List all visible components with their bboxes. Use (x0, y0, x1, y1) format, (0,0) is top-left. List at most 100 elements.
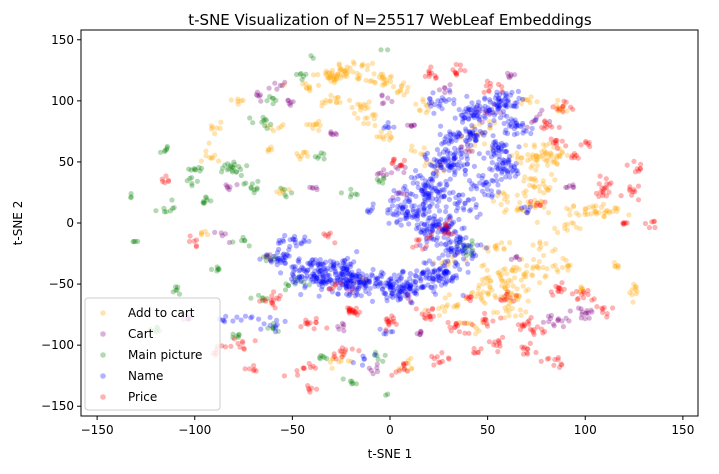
scatter-point (356, 279, 362, 285)
scatter-point (487, 285, 493, 291)
scatter-point (443, 223, 449, 229)
scatter-point (292, 233, 298, 240)
scatter-point (443, 225, 450, 232)
scatter-point (254, 185, 260, 191)
scatter-point (312, 268, 318, 274)
scatter-point (238, 166, 244, 172)
scatter-point (320, 276, 326, 282)
scatter-point (433, 75, 439, 81)
scatter-point (426, 258, 432, 264)
scatter-point (487, 278, 493, 284)
scatter-point (438, 241, 444, 247)
scatter-point (434, 203, 440, 209)
scatter-point (442, 85, 448, 91)
scatter-point (473, 331, 479, 337)
scatter-point (382, 352, 388, 358)
scatter-point (316, 269, 322, 275)
scatter-point (327, 75, 333, 81)
scatter-point (321, 354, 327, 360)
scatter-point (425, 308, 431, 314)
scatter-point (327, 277, 333, 283)
scatter-point (421, 186, 428, 192)
scatter-point (290, 279, 296, 285)
scatter-point (489, 106, 495, 113)
scatter-point (339, 270, 346, 276)
scatter-point (498, 201, 504, 208)
scatter-point (552, 138, 558, 144)
scatter-point (405, 283, 411, 289)
scatter-point (568, 104, 574, 110)
scatter-point (421, 315, 428, 321)
scatter-point (603, 185, 610, 191)
scatter-point (442, 221, 448, 227)
scatter-point (389, 372, 395, 378)
scatter-point (401, 365, 408, 371)
scatter-point (419, 227, 425, 233)
scatter-point (350, 59, 356, 65)
scatter-point (492, 95, 498, 101)
scatter-point (448, 248, 454, 254)
scatter-point (251, 187, 257, 193)
scatter-point (570, 184, 576, 190)
scatter-point (613, 205, 619, 211)
scatter-point (498, 98, 504, 104)
scatter-point (544, 266, 550, 272)
scatter-point (534, 157, 540, 163)
scatter-point (445, 236, 451, 243)
legend-marker (100, 394, 106, 400)
scatter-point (301, 365, 307, 371)
scatter-point (274, 86, 280, 92)
scatter-point (646, 225, 653, 231)
scatter-point (450, 162, 456, 168)
scatter-point (474, 325, 480, 332)
scatter-point (524, 269, 530, 275)
scatter-point (369, 112, 375, 118)
scatter-point (328, 131, 334, 137)
scatter-point (469, 255, 475, 262)
scatter-point (270, 325, 276, 331)
scatter-point (340, 324, 346, 330)
scatter-point (431, 288, 437, 295)
scatter-point (419, 271, 425, 277)
scatter-point (583, 138, 589, 145)
scatter-point (439, 156, 445, 162)
scatter-point (274, 258, 280, 264)
scatter-point (343, 282, 349, 288)
scatter-point (193, 243, 199, 249)
scatter-point (372, 351, 378, 358)
scatter-point (410, 207, 416, 213)
scatter-point (389, 170, 395, 176)
scatter-point (584, 211, 591, 217)
scatter-point (520, 346, 527, 352)
scatter-point (519, 344, 525, 350)
scatter-point (189, 175, 195, 181)
scatter-point (321, 231, 327, 237)
scatter-point (332, 268, 338, 274)
scatter-point (441, 308, 448, 314)
scatter-point (361, 279, 367, 285)
scatter-point (320, 261, 326, 267)
scatter-point (573, 210, 579, 216)
scatter-point (471, 134, 477, 140)
scatter-point (571, 220, 577, 226)
scatter-point (300, 365, 306, 371)
scatter-point (324, 273, 330, 279)
scatter-point (459, 320, 465, 326)
scatter-point (339, 349, 345, 355)
scatter-point (444, 269, 450, 275)
scatter-point (474, 113, 480, 119)
scatter-point (521, 323, 527, 329)
scatter-point (531, 144, 538, 150)
scatter-point (481, 244, 487, 250)
scatter-point (363, 276, 369, 283)
scatter-point (452, 228, 458, 234)
scatter-point (215, 266, 221, 272)
scatter-point (408, 123, 414, 129)
scatter-point (472, 137, 478, 143)
scatter-point (479, 263, 485, 269)
scatter-point (332, 95, 338, 101)
scatter-point (492, 339, 498, 345)
scatter-point (553, 137, 559, 144)
scatter-point (388, 278, 394, 284)
scatter-point (395, 297, 401, 303)
